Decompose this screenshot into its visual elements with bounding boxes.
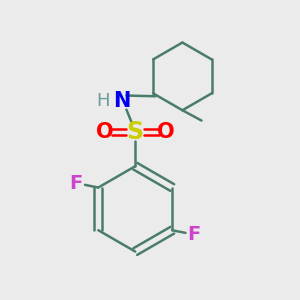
Text: F: F [188,225,201,244]
Text: O: O [158,122,175,142]
Text: H: H [96,92,110,110]
Text: S: S [127,120,144,144]
Text: F: F [70,174,83,193]
Text: N: N [113,92,131,111]
Text: O: O [95,122,113,142]
